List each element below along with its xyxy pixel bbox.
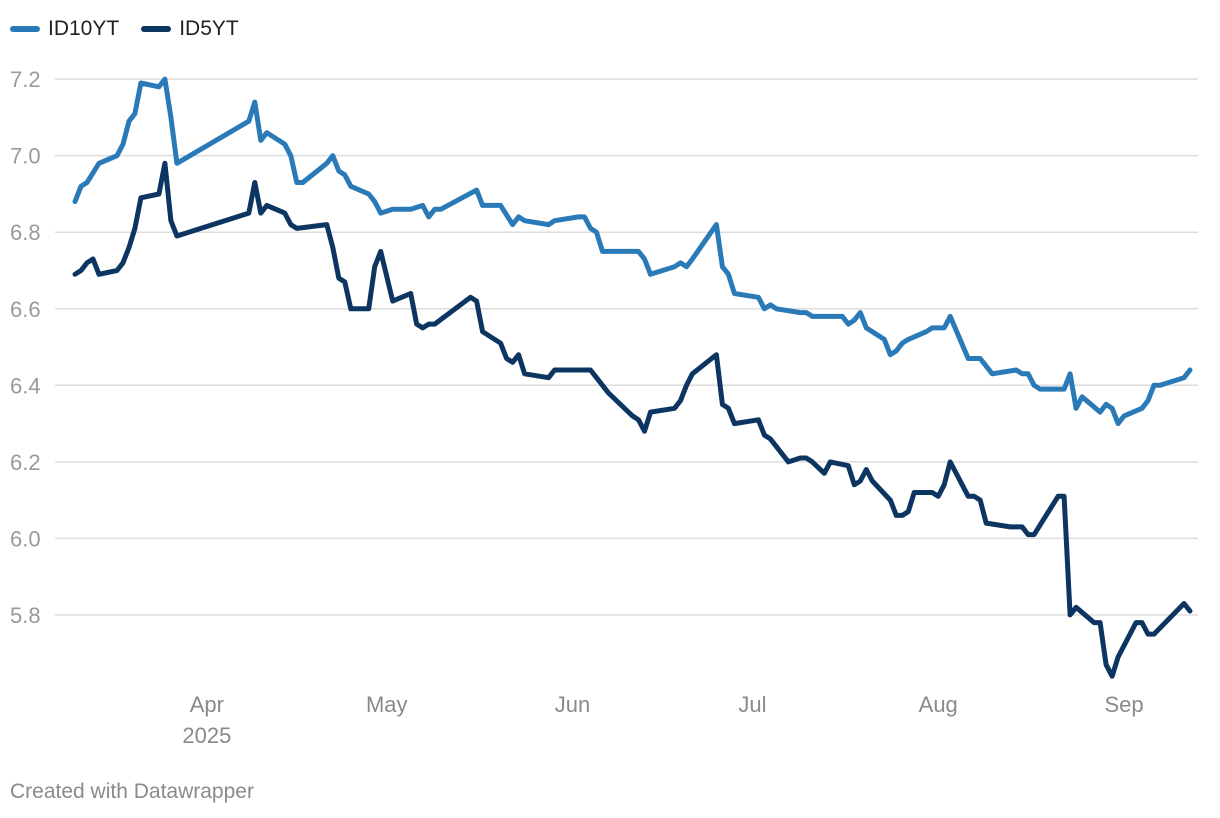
x-axis-ticks: Apr 2025 May Jun Jul Aug Sep (182, 692, 1143, 748)
x-tick-label-apr: Apr (190, 692, 224, 717)
legend-label-id5yt: ID5YT (179, 17, 239, 40)
credit-text: Created with Datawrapper (10, 780, 254, 803)
legend-item-id5yt: ID5YT (141, 17, 239, 41)
x-tick-label-aug: Aug (919, 692, 958, 717)
y-tick-label-6-4: 6.4 (10, 373, 41, 398)
y-tick-label-7: 7.0 (10, 144, 41, 169)
y-tick-label-6-2: 6.2 (10, 450, 41, 475)
x-tick-sublabel-year: 2025 (182, 723, 231, 748)
x-tick-label-jul: Jul (738, 692, 766, 717)
y-tick-label-7-2: 7.2 (10, 67, 41, 92)
legend: ID10YT ID5YT (10, 14, 261, 44)
legend-item-id10yt: ID10YT (10, 17, 119, 41)
series-line-id5yt (72, 160, 1193, 679)
x-tick-label-jun: Jun (555, 692, 590, 717)
x-tick-label-sep: Sep (1104, 692, 1143, 717)
y-tick-label-6-8: 6.8 (10, 220, 41, 245)
y-tick-label-6-6: 6.6 (10, 297, 41, 322)
y-tick-label-5-8: 5.8 (10, 603, 41, 628)
legend-swatch-id10yt (10, 26, 40, 32)
y-tick-label-6: 6.0 (10, 526, 41, 551)
x-tick-label-may: May (366, 692, 408, 717)
series-layer (72, 76, 1193, 679)
series-line-id10yt (72, 76, 1193, 427)
grid-layer: 5.8 6.0 6.2 6.4 6.6 6.8 7.0 7.2 (10, 67, 1198, 628)
legend-label-id10yt: ID10YT (48, 17, 120, 40)
legend-swatch-id5yt (141, 26, 172, 32)
